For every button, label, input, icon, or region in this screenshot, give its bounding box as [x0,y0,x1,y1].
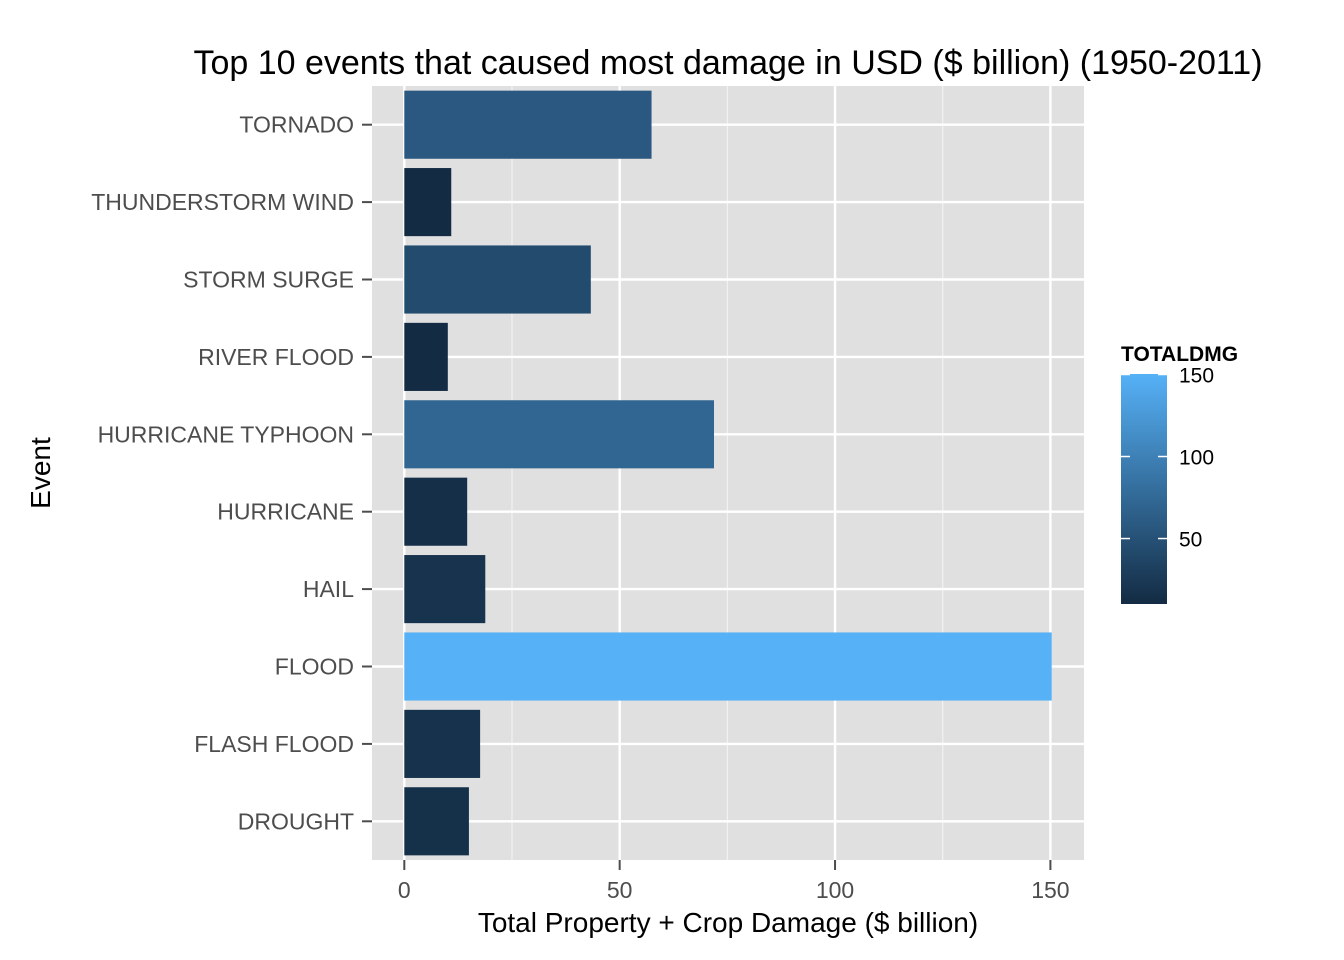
y-axis-title: Event [25,437,56,509]
x-tick-label: 150 [1031,877,1069,903]
legend-colorbar [1121,374,1167,604]
bar-drought [404,787,469,856]
legend-title: TOTALDMG [1121,343,1238,366]
legend-ticks: 50 100 150 [1121,364,1214,552]
x-tick-label: 0 [398,877,411,903]
bar-storm-surge [404,245,591,314]
bar-thunderstorm-wind [404,168,452,237]
bar-tornado [404,90,652,159]
y-axis: TORNADO THUNDERSTORM WIND STORM SURGE RIVER… [91,112,372,834]
bar-river-flood [404,322,448,391]
bar-hurricane [404,477,468,546]
bar-hail [404,555,486,624]
legend-tick-label: 100 [1179,447,1214,470]
x-axis-title: Total Property + Crop Damage ($ billion) [478,907,978,938]
x-axis: 0 50 100 150 [398,860,1070,903]
y-tick-label: STORM SURGE [183,267,354,293]
y-tick-label: HAIL [303,576,354,602]
y-tick-label: DROUGHT [238,808,354,834]
x-tick-label: 50 [607,877,633,903]
y-tick-label: HURRICANE TYPHOON [98,421,354,447]
bar-flash-flood [404,709,481,778]
bar-flood [404,632,1052,701]
legend-tick-label: 150 [1179,364,1214,387]
y-tick-label: FLASH FLOOD [194,731,354,757]
y-tick-label: TORNADO [239,112,354,138]
y-tick-label: RIVER FLOOD [198,344,354,370]
plot-panel [372,86,1084,860]
y-tick-label: HURRICANE [217,499,354,525]
legend-tick-label: 50 [1179,529,1202,552]
bar-hurricane-typhoon [404,400,715,469]
chart-title: Top 10 events that caused most damage in… [193,44,1262,82]
y-tick-label: FLOOD [275,654,354,680]
bars-layer [404,90,1052,856]
color-legend: TOTALDMG 50 100 150 [1121,343,1238,604]
y-tick-label: THUNDERSTORM WIND [91,189,354,215]
x-tick-label: 100 [816,877,854,903]
